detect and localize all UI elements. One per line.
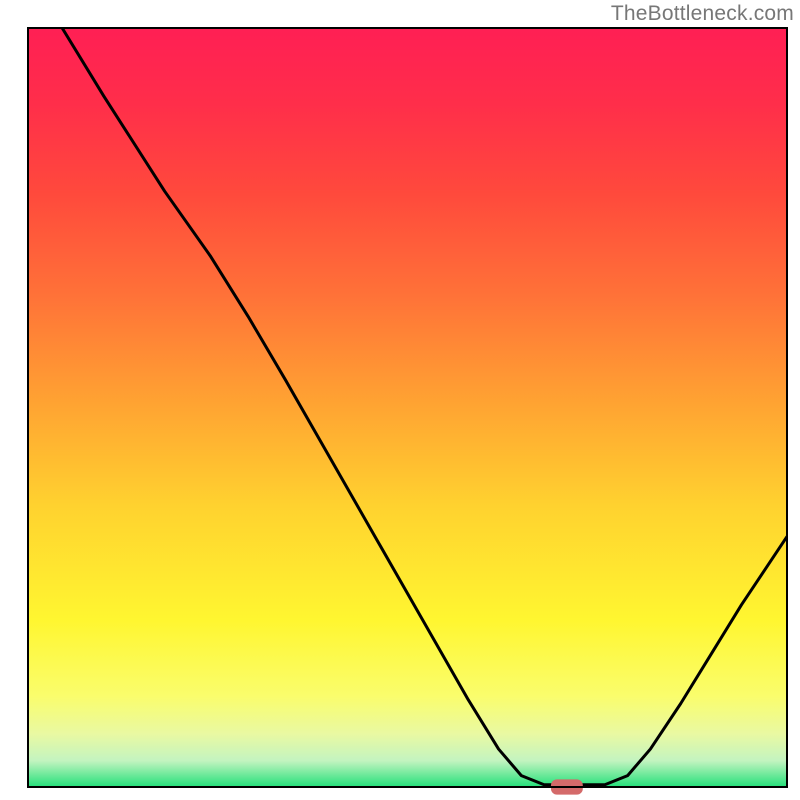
gradient-background <box>28 28 787 787</box>
watermark-text: TheBottleneck.com <box>611 2 794 26</box>
chart-container: TheBottleneck.com <box>0 0 800 800</box>
chart-svg <box>0 0 800 800</box>
